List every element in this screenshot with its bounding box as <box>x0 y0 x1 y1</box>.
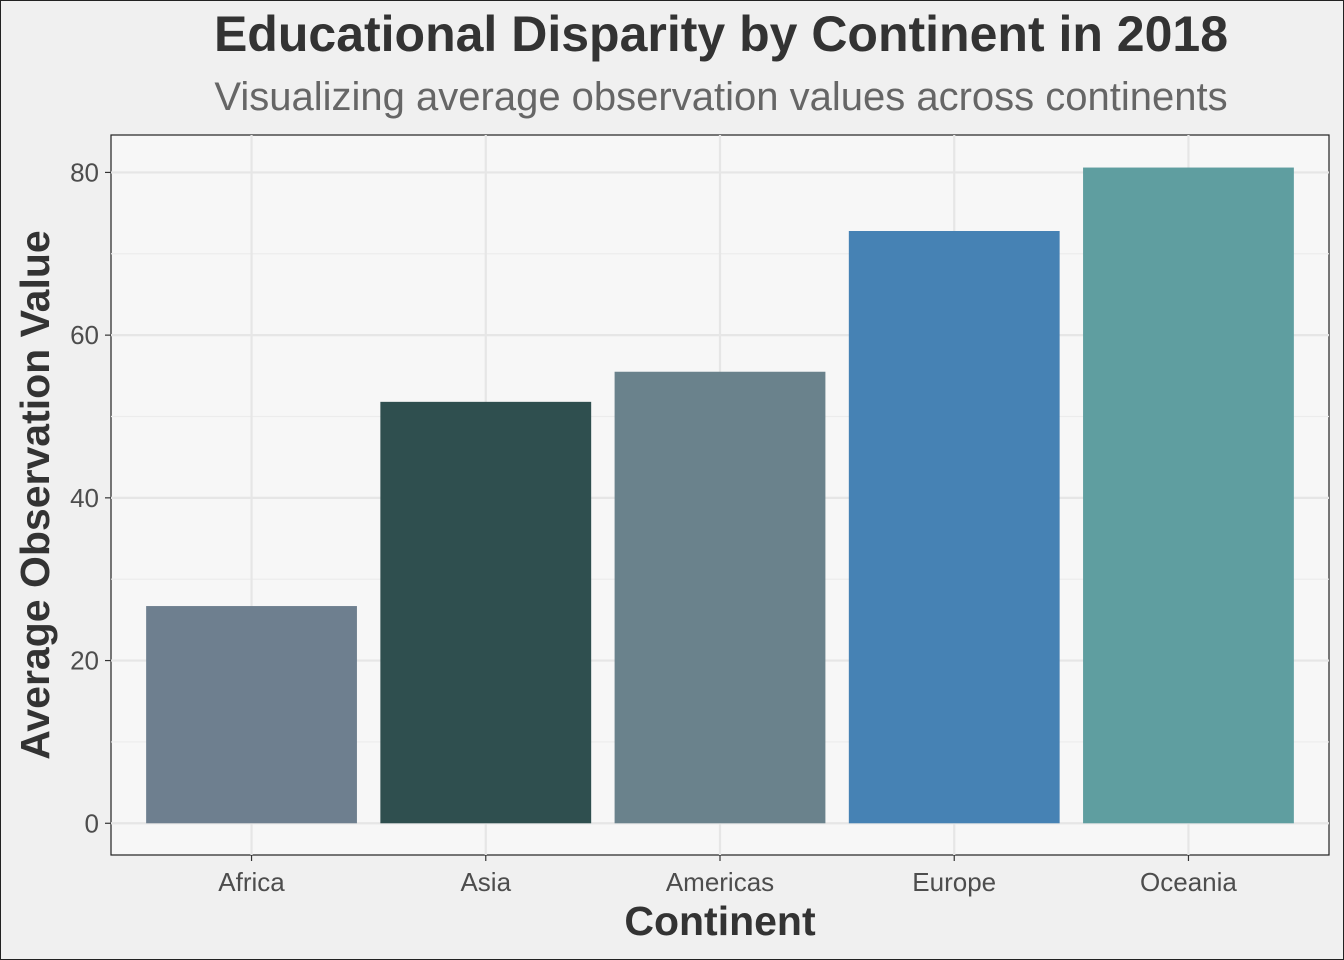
x-tick-label: Americas <box>666 867 774 897</box>
y-tick-label: 20 <box>70 646 99 676</box>
x-tick-label: Africa <box>218 867 285 897</box>
bar-europe <box>848 231 1060 824</box>
y-tick-label: 40 <box>70 483 99 513</box>
chart-title: Educational Disparity by Continent in 20… <box>213 6 1229 62</box>
bar-americas <box>614 371 826 824</box>
y-tick-label: 0 <box>85 808 99 838</box>
y-axis-title: Average Observation Value <box>12 230 58 759</box>
x-axis-title: Continent <box>624 898 816 944</box>
bar-africa <box>146 606 357 824</box>
y-tick-label: 60 <box>70 320 99 350</box>
x-axis-ticks: Africa Asia Americas Europe Oceania <box>218 855 1237 897</box>
y-tick-label: 80 <box>70 157 99 187</box>
x-tick-label: Oceania <box>1140 867 1237 897</box>
bar-asia <box>380 401 592 824</box>
chart-subtitle: Visualizing average observation values a… <box>214 75 1228 119</box>
x-tick-label: Europe <box>912 867 996 897</box>
y-axis-ticks: 0 20 40 60 80 <box>70 157 111 838</box>
x-tick-label: Asia <box>460 867 511 897</box>
bar-oceania <box>1083 167 1294 824</box>
bars <box>146 167 1294 824</box>
